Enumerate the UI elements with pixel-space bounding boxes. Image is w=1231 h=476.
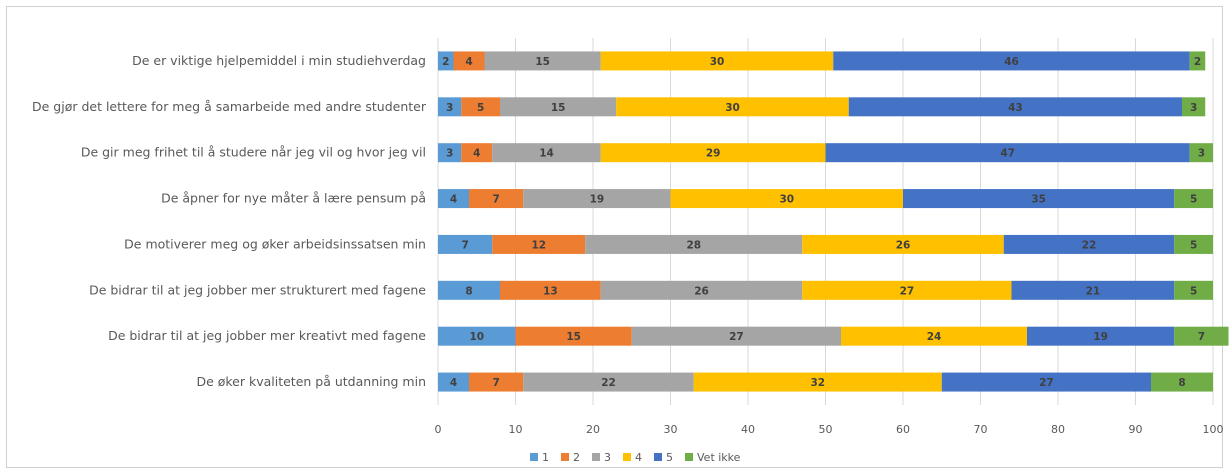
data-label: 4: [450, 194, 457, 206]
data-label: 3: [1190, 102, 1197, 114]
data-label: 5: [1190, 239, 1197, 251]
category-label: De er viktige hjelpemiddel i min studieh…: [132, 53, 426, 68]
bars: 2 4 15 30 46 23 5 15 30 43 33 4 14 29 47 34 7 19 30 35 57 12 2…: [438, 51, 1229, 391]
x-tick-label: 80: [1051, 423, 1065, 436]
legend-swatch: [623, 453, 631, 461]
data-label: 30: [725, 102, 740, 114]
data-label: 30: [710, 56, 725, 68]
legend-label: 1: [542, 451, 549, 464]
data-label: 30: [779, 194, 794, 206]
data-label: 15: [566, 331, 581, 343]
legend-swatch: [561, 453, 569, 461]
data-label: 21: [1086, 285, 1101, 297]
legend-swatch: [530, 453, 538, 461]
data-label: 4: [473, 148, 480, 160]
category-labels: De er viktige hjelpemiddel i min studieh…: [32, 53, 427, 389]
data-label: 5: [477, 102, 484, 114]
data-label: 7: [1198, 331, 1205, 343]
data-label: 19: [1093, 331, 1108, 343]
data-label: 22: [1082, 239, 1097, 251]
x-tick-label: 60: [896, 423, 910, 436]
data-label: 32: [810, 377, 825, 389]
category-label: De bidrar til at jeg jobber mer kreativt…: [108, 328, 426, 343]
data-label: 22: [601, 377, 616, 389]
category-label: De øker kvaliteten på utdanning min: [196, 374, 426, 389]
legend-label: Vet ikke: [697, 451, 741, 464]
data-label: 4: [465, 56, 472, 68]
x-tick-label: 50: [819, 423, 833, 436]
x-tick-label: 20: [586, 423, 600, 436]
data-label: 15: [535, 56, 550, 68]
data-label: 5: [1190, 194, 1197, 206]
data-label: 46: [1004, 56, 1019, 68]
data-label: 3: [446, 102, 453, 114]
legend-swatch: [685, 453, 693, 461]
category-label: De gjør det lettere for meg å samarbeide…: [32, 99, 427, 114]
data-label: 24: [927, 331, 942, 343]
x-tick-label: 30: [664, 423, 678, 436]
x-tick-label: 70: [974, 423, 988, 436]
legend: 1 2 3 4 5 Vet ikke: [530, 451, 741, 464]
data-label: 35: [1031, 194, 1046, 206]
data-label: 27: [729, 331, 744, 343]
x-tick-label: 40: [741, 423, 755, 436]
data-label: 3: [1198, 148, 1205, 160]
category-label: De motiverer meg og øker arbeidsinssatse…: [124, 236, 426, 251]
data-label: 27: [1039, 377, 1054, 389]
x-tick-label: 10: [509, 423, 523, 436]
legend-swatch: [592, 453, 600, 461]
x-tick-label: 0: [435, 423, 442, 436]
data-label: 47: [1000, 148, 1015, 160]
legend-label: 5: [666, 451, 673, 464]
data-label: 7: [492, 194, 499, 206]
legend-label: 3: [604, 451, 611, 464]
data-label: 15: [551, 102, 566, 114]
data-label: 19: [590, 194, 605, 206]
data-label: 13: [543, 285, 558, 297]
data-label: 14: [539, 148, 554, 160]
grid-lines: [438, 38, 1213, 405]
data-label: 26: [896, 239, 911, 251]
x-tick-label: 90: [1129, 423, 1143, 436]
data-label: 4: [450, 377, 457, 389]
category-label: De gir meg frihet til å studere når jeg …: [81, 145, 426, 160]
category-label: De bidrar til at jeg jobber mer struktur…: [89, 282, 426, 297]
legend-swatch: [654, 453, 662, 461]
data-label: 29: [706, 148, 721, 160]
data-label: 43: [1008, 102, 1023, 114]
data-label: 8: [1178, 377, 1185, 389]
data-label: 26: [694, 285, 709, 297]
data-label: 8: [465, 285, 472, 297]
category-label: De åpner for nye måter å lære pensum på: [161, 191, 426, 206]
data-label: 28: [686, 239, 701, 251]
data-label: 10: [469, 331, 484, 343]
data-label: 2: [442, 56, 449, 68]
legend-label: 2: [573, 451, 580, 464]
data-label: 7: [461, 239, 468, 251]
data-label: 3: [446, 148, 453, 160]
x-axis-ticks: 0 10 20 30 40 50 60 70 80 90 100: [435, 423, 1224, 436]
legend-label: 4: [635, 451, 642, 464]
data-label: 12: [531, 239, 546, 251]
data-label: 27: [900, 285, 915, 297]
x-tick-label: 100: [1203, 423, 1224, 436]
data-label: 2: [1194, 56, 1201, 68]
data-label: 5: [1190, 285, 1197, 297]
data-label: 7: [492, 377, 499, 389]
